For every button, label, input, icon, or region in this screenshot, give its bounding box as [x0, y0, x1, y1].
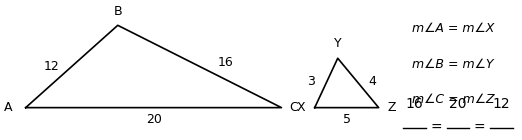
Text: 12: 12 [43, 60, 59, 73]
Text: 5: 5 [342, 113, 351, 126]
Text: 4: 4 [369, 75, 376, 88]
Text: 16: 16 [217, 56, 233, 69]
Text: 3: 3 [307, 75, 315, 88]
Text: =: = [473, 121, 485, 135]
Text: m∠C = m∠Z: m∠C = m∠Z [412, 93, 494, 106]
Text: 20: 20 [449, 97, 467, 111]
Text: 16: 16 [406, 97, 423, 111]
Text: =: = [430, 121, 442, 135]
Text: B: B [113, 5, 122, 18]
Text: 12: 12 [493, 97, 510, 111]
Text: C: C [289, 101, 298, 114]
Text: m∠A = m∠X: m∠A = m∠X [412, 22, 494, 35]
Text: m∠B = m∠Y: m∠B = m∠Y [412, 58, 493, 71]
Text: 20: 20 [146, 113, 161, 126]
Text: Z: Z [388, 101, 396, 114]
Text: Y: Y [334, 37, 341, 50]
Text: A: A [4, 101, 13, 114]
Text: X: X [297, 101, 305, 114]
